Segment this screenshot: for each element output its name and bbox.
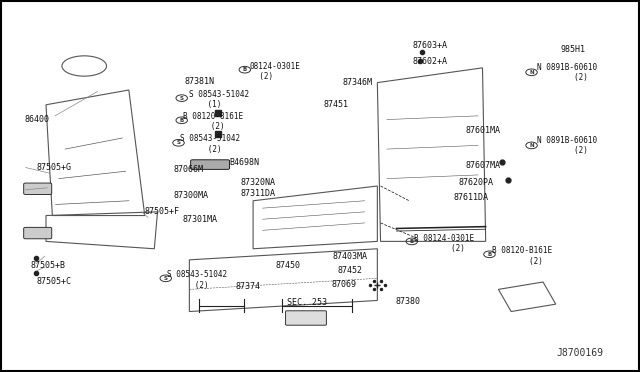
Text: 87602+A: 87602+A	[412, 57, 447, 66]
Text: B: B	[410, 239, 414, 244]
FancyBboxPatch shape	[285, 311, 326, 325]
Text: N: N	[529, 70, 534, 75]
Text: SEC. 253: SEC. 253	[287, 298, 327, 307]
Text: N 0891B-60610
        (2): N 0891B-60610 (2)	[537, 136, 596, 155]
Text: N: N	[529, 143, 534, 148]
Text: 87607MA: 87607MA	[465, 161, 500, 170]
FancyBboxPatch shape	[24, 227, 52, 239]
Text: 87505+B: 87505+B	[30, 261, 65, 270]
Text: S: S	[164, 276, 168, 281]
Text: 87601MA: 87601MA	[465, 126, 500, 135]
Text: B: B	[243, 67, 247, 72]
Text: 87311DA: 87311DA	[241, 189, 275, 198]
Text: 87066M: 87066M	[173, 165, 204, 174]
Text: J8700169: J8700169	[557, 348, 604, 358]
Text: S: S	[177, 140, 180, 145]
Text: 87451: 87451	[323, 100, 348, 109]
Text: B: B	[488, 252, 492, 257]
Text: 87069: 87069	[332, 280, 356, 289]
Text: 87452: 87452	[338, 266, 363, 275]
Text: 87380: 87380	[395, 297, 420, 306]
Text: 87450: 87450	[275, 261, 300, 270]
Text: S 08543-51042
    (1): S 08543-51042 (1)	[189, 90, 250, 109]
Text: 87301MA: 87301MA	[183, 215, 218, 224]
FancyBboxPatch shape	[191, 160, 230, 169]
Text: 08124-0301E
  (2): 08124-0301E (2)	[250, 62, 301, 81]
Text: B 08120-8161E
      (2): B 08120-8161E (2)	[183, 112, 243, 131]
Text: 87346M: 87346M	[342, 78, 372, 87]
Text: B: B	[180, 118, 184, 123]
Text: 87374: 87374	[236, 282, 261, 291]
Text: N 0891B-60610
        (2): N 0891B-60610 (2)	[537, 62, 596, 82]
Text: 87505+F: 87505+F	[145, 207, 180, 217]
Text: S 08543-51042
      (2): S 08543-51042 (2)	[167, 270, 227, 290]
Text: 87611DA: 87611DA	[454, 193, 489, 202]
Text: B4698N: B4698N	[230, 157, 259, 167]
Text: 87603+A: 87603+A	[412, 41, 447, 50]
Text: B 08124-0301E
        (2): B 08124-0301E (2)	[414, 234, 474, 253]
Text: 985H1: 985H1	[561, 45, 586, 54]
FancyBboxPatch shape	[24, 183, 52, 195]
Text: 87620PA: 87620PA	[459, 178, 494, 187]
Text: 87300MA: 87300MA	[173, 191, 209, 200]
Text: 87403MA: 87403MA	[333, 251, 368, 261]
Text: 87505+G: 87505+G	[36, 163, 72, 172]
Text: 87505+C: 87505+C	[36, 278, 72, 286]
Text: S: S	[180, 96, 184, 100]
Text: 87320NA: 87320NA	[241, 178, 275, 187]
Text: S 08543-51042
      (2): S 08543-51042 (2)	[180, 134, 240, 154]
Text: B 08120-B161E
        (2): B 08120-B161E (2)	[492, 247, 552, 266]
Text: 86400: 86400	[24, 115, 49, 124]
Text: 87381N: 87381N	[185, 77, 215, 86]
